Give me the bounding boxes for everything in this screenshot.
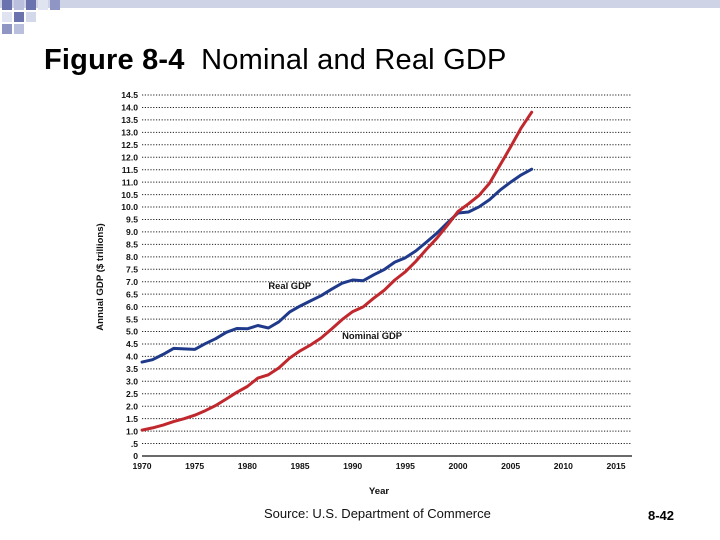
y-tick-label: 5.0 [126, 327, 138, 337]
source-note: Source: U.S. Department of Commerce [264, 506, 491, 521]
x-tick-label: 1975 [185, 461, 204, 471]
x-tick-label: 1995 [396, 461, 415, 471]
x-tick-label: 1985 [290, 461, 309, 471]
y-tick-label: 14.5 [121, 90, 138, 100]
y-tick-label: 11.0 [122, 177, 138, 187]
y-tick-label: 2.5 [126, 389, 138, 399]
slide-number: 8-42 [648, 508, 675, 523]
y-tick-label: 9.0 [126, 227, 138, 237]
y-tick-label: 2.0 [126, 401, 138, 411]
y-tick-label: 0 [133, 451, 138, 461]
series-line-real-gdp [140, 167, 534, 364]
y-tick-label: 7.5 [126, 264, 138, 274]
y-tick-label: 5.5 [126, 314, 138, 324]
y-tick-label: 10.5 [121, 190, 138, 200]
y-tick-label: 8.0 [126, 252, 138, 262]
decorative-squares [0, 0, 720, 34]
x-axis-title: Year [369, 486, 390, 497]
y-tick-label: 13.5 [121, 115, 138, 125]
annotation-real-gdp: Real GDP [268, 280, 311, 291]
x-tick-label: 1980 [238, 461, 257, 471]
y-tick-label: 4.0 [126, 352, 138, 362]
x-tick-label: 1970 [132, 461, 151, 471]
y-tick-label: 3.0 [126, 377, 138, 387]
y-tick-label: .5 [131, 439, 138, 449]
y-tick-label: 13.0 [121, 128, 138, 138]
y-tick-label: 11.5 [122, 165, 138, 175]
x-tick-label: 2000 [448, 461, 467, 471]
x-tick-label: 2005 [501, 461, 520, 471]
y-tick-label: 8.5 [126, 240, 138, 250]
series-line-nominal-gdp [140, 110, 534, 432]
x-tick-label: 2010 [554, 461, 573, 471]
figure-label: Figure 8-4 [44, 44, 185, 76]
x-tick-label: 1990 [343, 461, 362, 471]
y-tick-label: 10.0 [121, 202, 138, 212]
y-tick-label: 12.0 [121, 152, 138, 162]
y-tick-label: 3.5 [126, 364, 138, 374]
annotation-nominal-gdp: Nominal GDP [342, 330, 402, 341]
y-tick-label: 1.0 [126, 426, 138, 436]
y-tick-label: 12.5 [121, 140, 138, 150]
title-text: Nominal and Real GDP [201, 44, 507, 76]
x-tick-label: 2015 [606, 461, 625, 471]
y-tick-label: 7.0 [126, 277, 138, 287]
y-tick-label: 1.5 [126, 414, 138, 424]
y-tick-label: 14.0 [121, 103, 138, 113]
y-axis-title: Annual GDP ($ trillions) [95, 223, 106, 331]
y-tick-label: 6.5 [126, 289, 138, 299]
y-tick-label: 4.5 [126, 339, 138, 349]
y-tick-label: 9.5 [126, 215, 138, 225]
y-tick-label: 6.0 [126, 302, 138, 312]
slide-title: Figure 8-4 Nominal and Real GDP [44, 44, 507, 77]
